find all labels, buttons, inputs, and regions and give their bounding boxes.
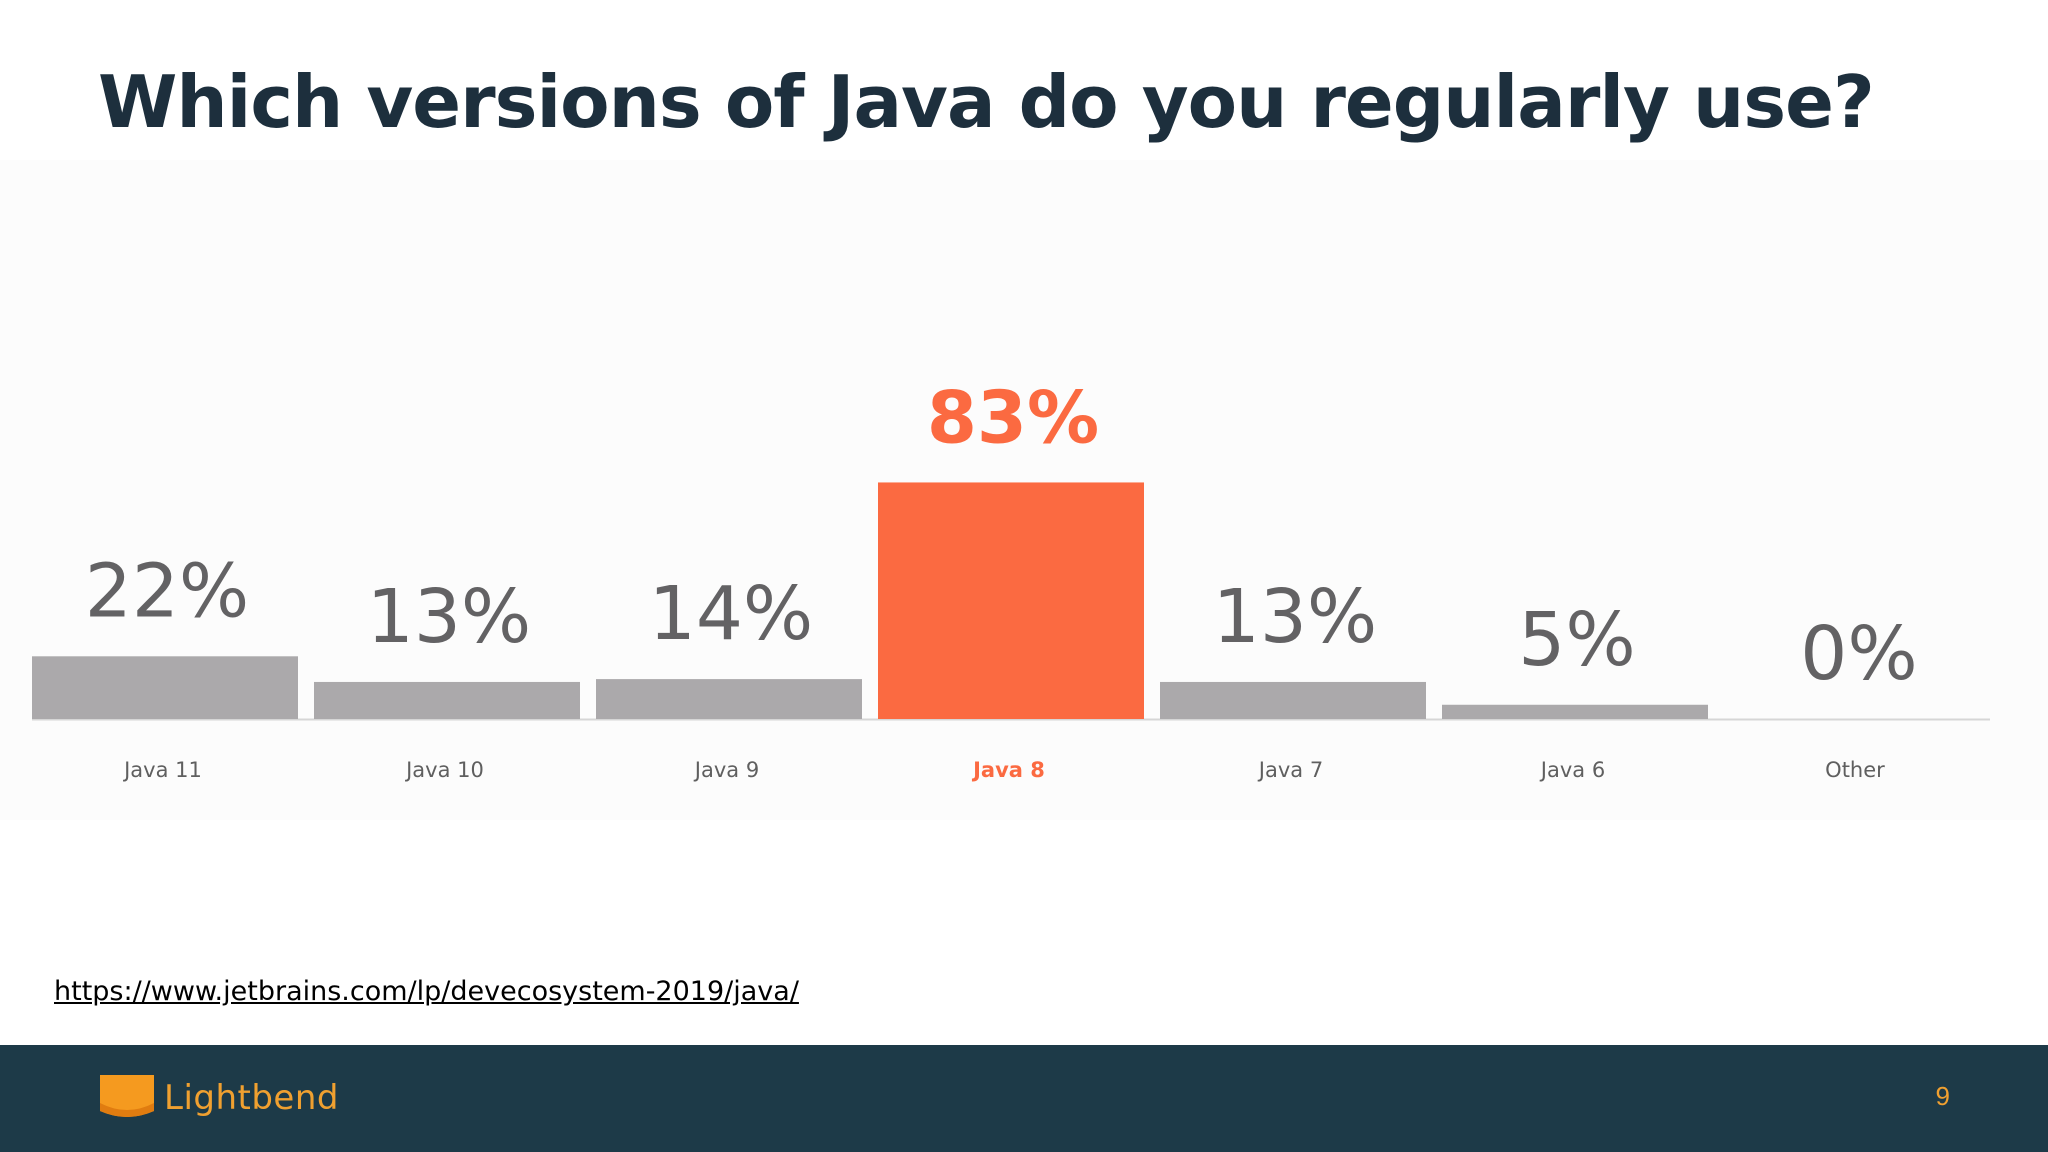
data-label: 13% [367,574,531,660]
category-label: Java 6 [1539,758,1605,782]
lightbend-logo-icon [100,1075,154,1117]
brand-logo: Lightbend [98,1073,339,1123]
data-label: 14% [649,571,813,657]
category-label: Java 10 [404,758,484,782]
data-label: 0% [1800,611,1917,697]
page-title: Which versions of Java do you regularly … [98,60,1875,144]
page-number: 9 [1935,1081,1950,1111]
category-label: Other [1825,758,1885,782]
data-label: 13% [1213,574,1377,660]
bar-java-8 [878,482,1144,719]
source-link[interactable]: https://www.jetbrains.com/lp/devecosyste… [54,976,799,1007]
brand-name: Lightbend [164,1078,339,1118]
bar-java-6 [1442,704,1708,719]
data-label: 83% [927,375,1099,459]
bar-java-10 [314,681,580,719]
bar-java-7 [1160,681,1426,719]
chart-area: 22% Java 11 13% Java 10 14% Java 9 83% Java 8 13… [0,160,2048,820]
footer-bar: Lightbend 9 [0,1045,2048,1152]
data-label: 5% [1518,597,1635,683]
bar-chart: 22% Java 11 13% Java 10 14% Java 9 83% Java 8 13… [32,375,1990,782]
bar-java-11 [32,656,298,719]
data-label: 22% [85,548,249,634]
category-label: Java 11 [122,758,202,782]
category-label: Java 7 [1257,758,1323,782]
category-label: Java 8 [971,758,1045,782]
category-label: Java 9 [693,758,759,782]
bar-java-9 [596,679,862,719]
